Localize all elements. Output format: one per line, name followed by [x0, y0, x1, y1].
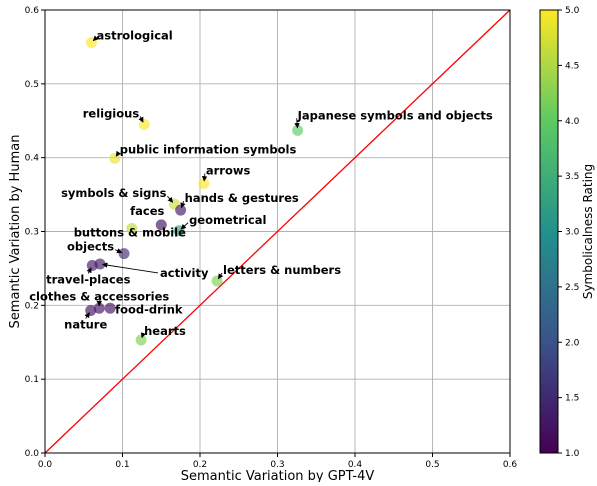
point-label: nature [64, 318, 107, 332]
y-axis-label: Semantic Variation by Human [8, 135, 23, 329]
scatter-point [155, 219, 167, 231]
points-layer: astrological religious Japanese symbols an… [29, 28, 493, 346]
colorbar-tick-label: 2.0 [565, 338, 580, 348]
point-label: objects [67, 240, 114, 254]
scatter-point [138, 118, 150, 130]
point-label: hearts [144, 324, 186, 338]
y-tick-label: 0.0 [25, 449, 40, 459]
point-label: activity [160, 266, 209, 280]
x-tick-label: 0.4 [348, 460, 363, 470]
colorbar: 1.0 1.5 2.0 2.5 3.0 3.5 4.0 4.5 5.0 [539, 6, 580, 459]
scatter-point [126, 223, 138, 235]
x-tick-label: 0.0 [38, 460, 53, 470]
diagonal-reference-line [44, 9, 511, 454]
annotation-arrow [92, 35, 99, 42]
x-tick-label: 0.1 [115, 460, 129, 470]
point-label: letters & numbers [223, 263, 341, 277]
annotation-arrow [201, 173, 208, 182]
annotation-arrow [86, 267, 92, 274]
scatter-point [109, 152, 121, 164]
colorbar-gradient [539, 9, 559, 454]
point-label: geometrical [189, 213, 266, 227]
point-label: symbols & signs [61, 186, 166, 200]
scatter-point [93, 302, 105, 314]
point-label: hands & gestures [185, 191, 299, 205]
colorbar-tick-label: 2.5 [565, 283, 579, 293]
colorbar-tick-label: 3.5 [565, 172, 579, 182]
ticks-layer: 0.0 0.1 0.2 0.3 0.4 0.5 0.6 0.0 0.1 0.2 0.3 0.4 0.5 0… [25, 6, 518, 470]
point-label: buttons & mobile [74, 226, 186, 240]
point-label: clothes & accessories [29, 289, 169, 303]
annotation-arrow [180, 200, 186, 209]
annotation-arrow [138, 116, 144, 123]
x-tick-label: 0.3 [270, 460, 284, 470]
scatter-point [118, 248, 130, 260]
point-label: public information symbols [120, 142, 297, 156]
scatter-point [211, 275, 223, 287]
x-axis-label: Semantic Variation by GPT-4V [181, 469, 375, 482]
scatter-point [86, 259, 98, 271]
colorbar-tick-label: 4.0 [565, 117, 580, 127]
point-label: astrological [97, 28, 173, 42]
y-tick-label: 0.2 [25, 301, 39, 311]
annotation-arrow [115, 150, 122, 157]
scatter-point [85, 305, 97, 317]
point-label: travel-places [46, 272, 130, 286]
colorbar-tick-label: 4.5 [565, 61, 579, 71]
point-label: religious [83, 106, 140, 120]
annotation-arrow [180, 222, 189, 230]
annotation-arrow [294, 118, 300, 129]
y-tick-label: 0.3 [25, 228, 39, 238]
point-label: faces [130, 204, 164, 218]
colorbar-tick-label: 1.5 [565, 394, 579, 404]
annotation-arrow [140, 332, 146, 339]
annotation-arrow [167, 195, 174, 203]
annotation-arrow [84, 312, 90, 319]
x-tick-label: 0.5 [425, 460, 439, 470]
colorbar-tick-label: 5.0 [565, 6, 580, 16]
colorbar-tick-label: 1.0 [565, 449, 580, 459]
annotation-arrow [101, 262, 159, 274]
x-tick-label: 0.2 [193, 460, 207, 470]
y-tick-label: 0.5 [25, 80, 39, 90]
y-tick-label: 0.1 [25, 375, 39, 385]
scatter-point [175, 204, 187, 216]
colorbar-label: Symbolicalness Rating [581, 164, 595, 299]
x-tick-label: 0.6 [503, 460, 518, 470]
scatter-point [104, 302, 116, 314]
point-label: food-drink [115, 302, 183, 316]
annotation-arrow [114, 248, 123, 254]
annotation-arrow [217, 272, 224, 280]
colorbar-tick-label: 3.0 [565, 228, 580, 238]
y-tick-label: 0.6 [25, 6, 40, 16]
y-tick-label: 0.4 [25, 154, 40, 164]
point-label: Japanese symbols and objects [297, 108, 493, 122]
point-label: arrows [206, 164, 251, 178]
